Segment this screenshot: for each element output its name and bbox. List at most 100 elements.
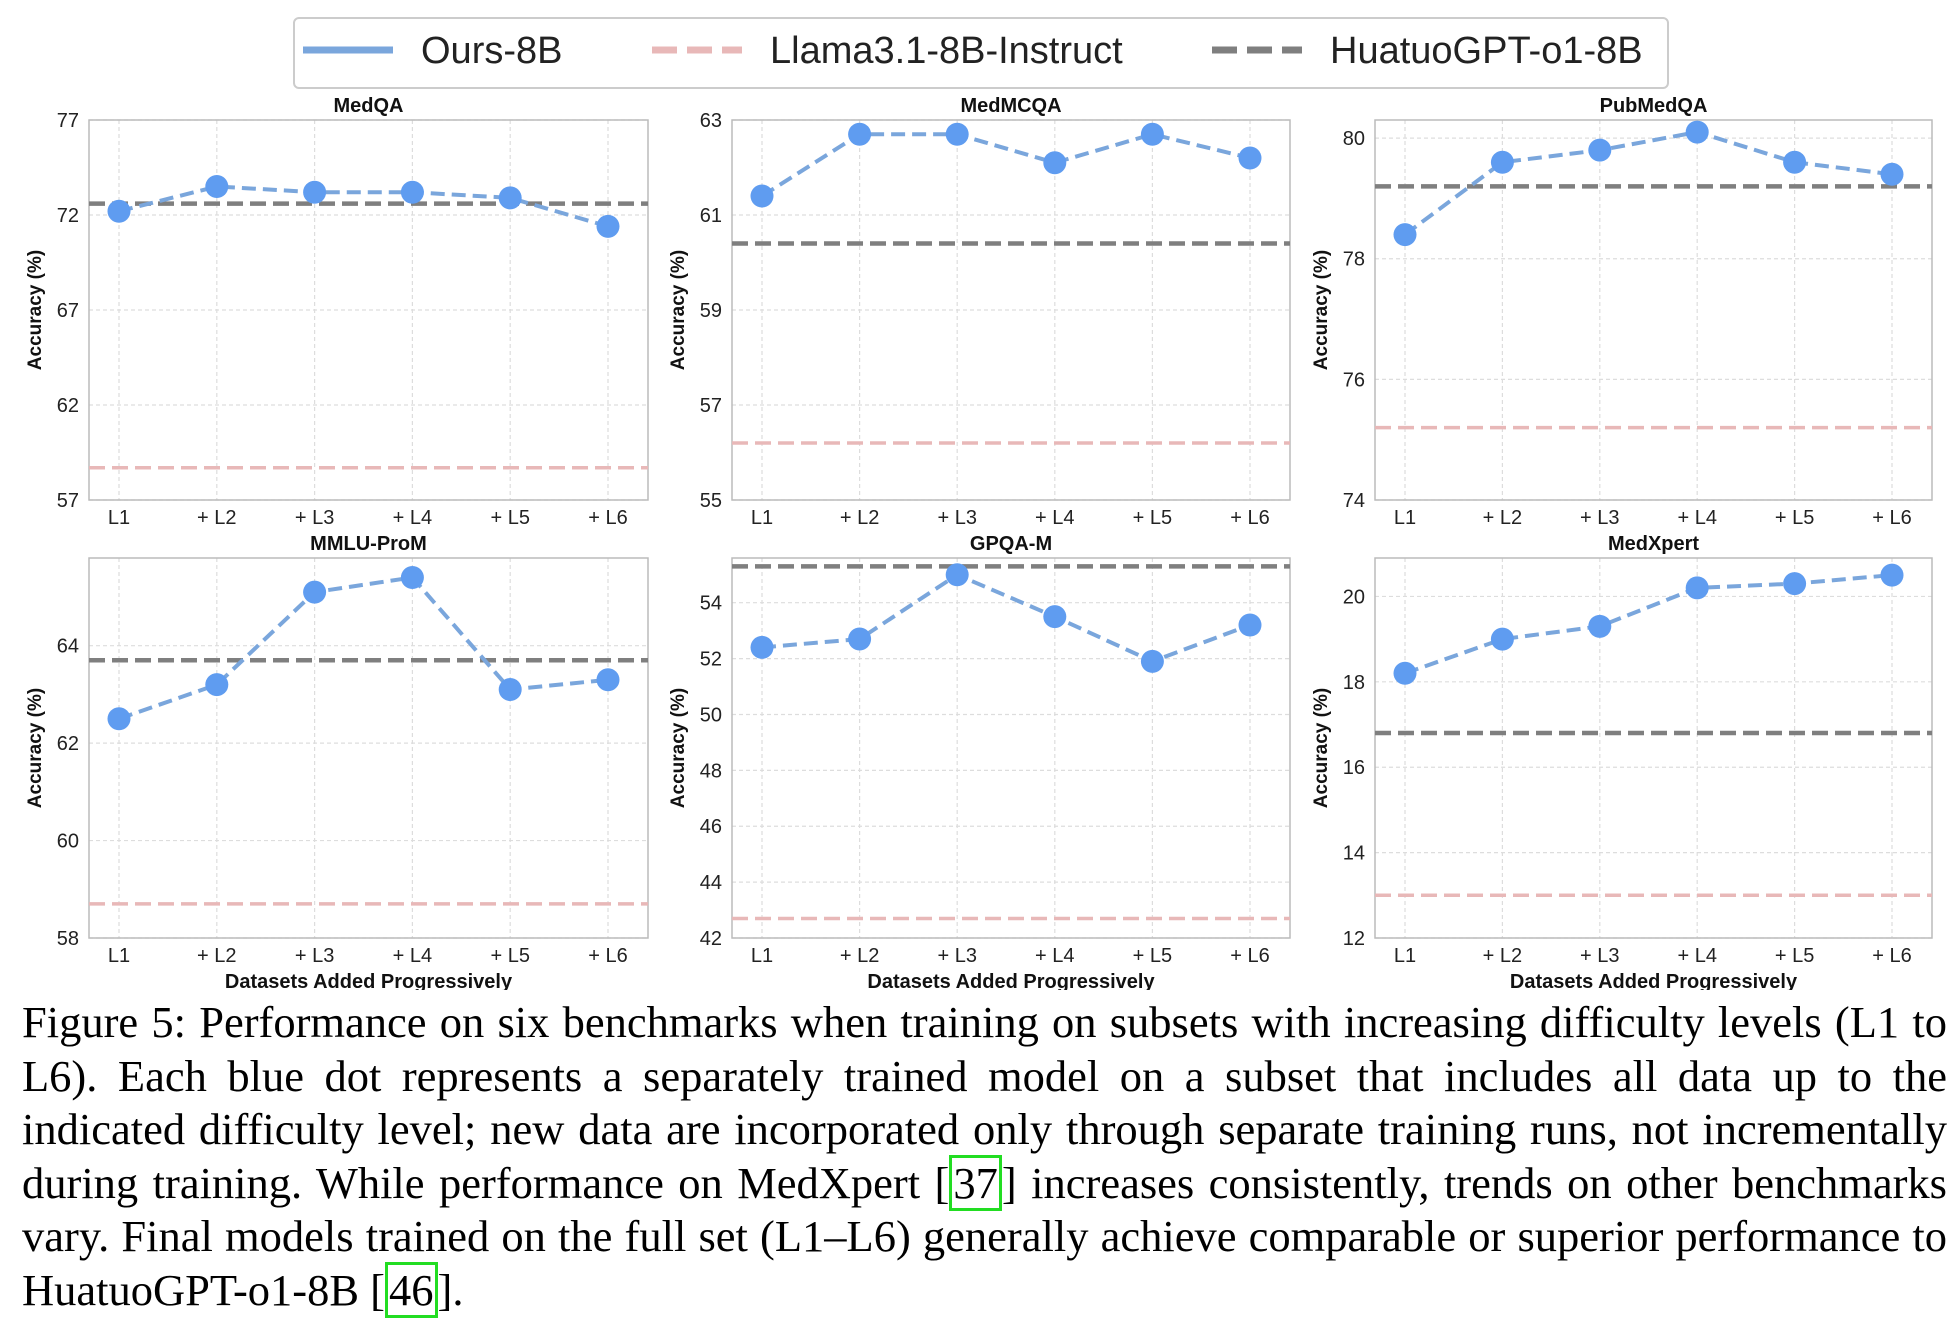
caption-text-1: Figure 5: Performance on six benchmarks … [22, 997, 1947, 1208]
y-tick-label: 54 [700, 593, 722, 615]
series-line-ours [118, 184, 609, 229]
y-tick-label: 77 [57, 110, 79, 132]
y-tick-label: 42 [700, 928, 722, 950]
data-point [1588, 138, 1612, 162]
data-point [1490, 627, 1514, 651]
y-tick-label: 62 [57, 395, 79, 417]
data-point [1783, 572, 1807, 596]
series-line-ours [760, 132, 1251, 198]
x-tick-label: + L2 [840, 507, 879, 529]
y-tick-label: 78 [1343, 249, 1365, 271]
data-point [1880, 162, 1904, 186]
x-tick-label: + L6 [1230, 507, 1269, 529]
data-point [1685, 120, 1709, 144]
y-tick-label: 14 [1343, 843, 1365, 865]
y-tick-label: 16 [1343, 757, 1365, 779]
plot-frame [1374, 557, 1933, 939]
data-point [750, 635, 774, 659]
x-axis-label: Datasets Added Progressively [867, 971, 1155, 990]
x-tick-label: + L4 [1677, 945, 1716, 967]
y-tick-label: 50 [700, 704, 722, 726]
y-tick-label: 59 [700, 300, 722, 322]
y-tick-label: 80 [1343, 128, 1365, 150]
chart-title: MMLU-ProM [310, 533, 427, 555]
series-line-ours [1404, 573, 1893, 676]
citation-46[interactable]: 46 [385, 1261, 438, 1318]
y-tick-label: 20 [1343, 586, 1365, 608]
legend-label-1: Llama3.1-8B-Instruct [770, 30, 1123, 72]
y-tick-label: 48 [700, 760, 722, 782]
data-point [107, 707, 131, 731]
x-tick-label: L1 [751, 945, 773, 967]
data-point [750, 184, 774, 208]
data-point [1393, 661, 1417, 685]
x-tick-label: + L6 [1230, 945, 1269, 967]
x-tick-label: L1 [751, 507, 773, 529]
x-tick-label: + L5 [490, 507, 529, 529]
x-tick-label: + L5 [1133, 945, 1172, 967]
x-tick-label: + L4 [393, 945, 432, 967]
x-axis-label: Datasets Added Progressively [1510, 971, 1798, 990]
y-tick-label: 76 [1343, 369, 1365, 391]
x-tick-label: + L5 [1133, 507, 1172, 529]
plot-area [1375, 558, 1932, 938]
x-tick-label: + L2 [840, 945, 879, 967]
x-tick-label: + L5 [1775, 945, 1814, 967]
data-point [498, 186, 522, 210]
y-tick-label: 18 [1343, 672, 1365, 694]
data-point [1880, 563, 1904, 587]
data-point [1238, 146, 1262, 170]
chart-panel-1: 57 62 67 72 77 L1 + L2 + L3 + L4 + L5 + L6 MedQA Acc… [25, 95, 649, 529]
y-tick-label: 12 [1343, 928, 1365, 950]
citation-37[interactable]: 37 [949, 1154, 1002, 1211]
y-tick-label: 57 [57, 490, 79, 512]
x-tick-label: + L2 [197, 945, 236, 967]
x-tick-label: L1 [108, 507, 130, 529]
x-tick-label: + L2 [197, 507, 236, 529]
chart-title: MedQA [334, 95, 404, 117]
data-point [1783, 150, 1807, 174]
data-point [945, 122, 969, 146]
x-tick-label: + L5 [1775, 507, 1814, 529]
data-point [400, 180, 424, 204]
x-tick-label: L1 [1394, 507, 1416, 529]
data-point [1393, 223, 1417, 247]
data-point [107, 199, 131, 223]
x-tick-label: L1 [1394, 945, 1416, 967]
data-point [945, 563, 969, 587]
x-tick-label: + L4 [1035, 507, 1074, 529]
plot-frame [1374, 119, 1933, 501]
y-axis-label: Accuracy (%) [668, 250, 689, 370]
data-point [205, 673, 229, 697]
y-tick-label: 67 [57, 300, 79, 322]
data-point [848, 627, 872, 651]
y-tick-label: 46 [700, 816, 722, 838]
y-tick-label: 44 [700, 872, 722, 894]
x-tick-label: + L4 [1035, 945, 1074, 967]
x-tick-label: + L2 [1483, 507, 1522, 529]
figure-caption: Figure 5: Performance on six benchmarks … [22, 996, 1947, 1318]
x-tick-label: + L4 [1677, 507, 1716, 529]
data-point [1238, 613, 1262, 637]
plot-frame [731, 119, 1291, 501]
y-axis-label: Accuracy (%) [1311, 688, 1332, 808]
plot-area [1375, 120, 1932, 500]
chart-panel-5: 42 44 46 48 50 52 54 L1 + L2 + L3 + L4 + L5 + L6 GPQA… [668, 533, 1291, 990]
x-axis-label: Datasets Added Progressively [225, 971, 513, 990]
data-point [400, 565, 424, 589]
x-tick-label: + L6 [588, 945, 627, 967]
x-tick-label: + L3 [1580, 507, 1619, 529]
x-tick-label: + L6 [1872, 507, 1911, 529]
y-tick-label: 57 [700, 395, 722, 417]
caption-text-3: ]. [437, 1264, 464, 1315]
x-tick-label: + L3 [295, 507, 334, 529]
plot-frame [731, 557, 1291, 939]
data-point [596, 668, 620, 692]
x-tick-label: + L4 [393, 507, 432, 529]
chart-panel-4: 58 60 62 64 L1 + L2 + L3 + L4 + L5 + L6 MMLU-ProM A… [25, 533, 649, 990]
y-tick-label: 62 [57, 733, 79, 755]
x-tick-label: + L6 [588, 507, 627, 529]
data-point [1685, 576, 1709, 600]
data-point [1490, 150, 1514, 174]
x-tick-label: + L3 [1580, 945, 1619, 967]
